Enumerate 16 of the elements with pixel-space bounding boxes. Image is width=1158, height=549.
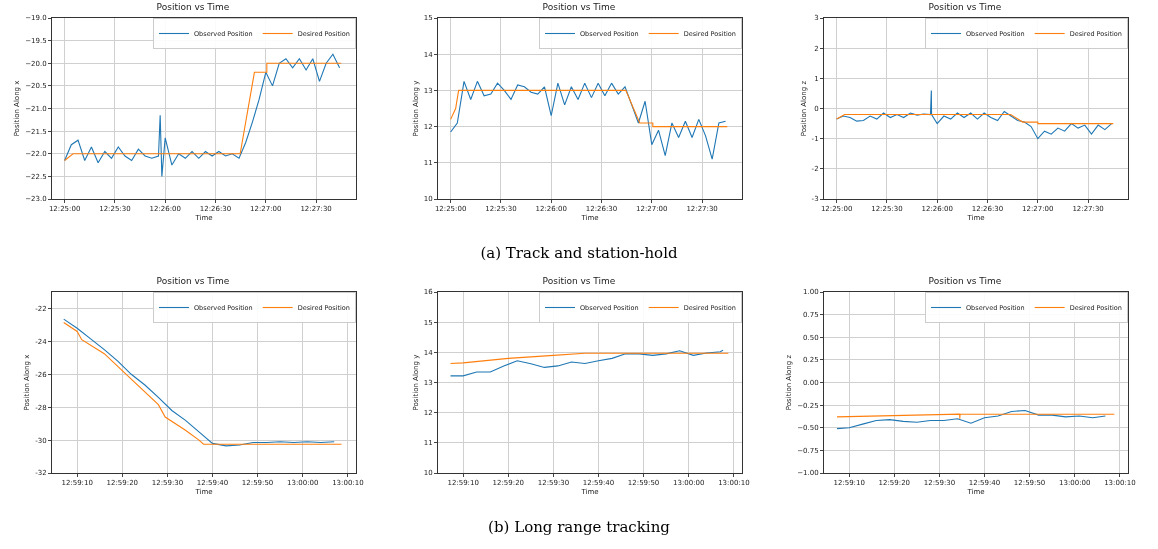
- line-series: [836, 113, 1114, 125]
- line-series: [449, 352, 729, 365]
- text: (a) Track and station-hold: [480, 244, 678, 262]
- line-series: [449, 349, 724, 377]
- line-series: [450, 89, 728, 128]
- line-series: [836, 410, 1106, 430]
- chart-title: Position vs Time: [928, 275, 1002, 286]
- line-series: [64, 62, 342, 162]
- chart-title: Position vs Time: [156, 275, 230, 286]
- line-series: [64, 53, 341, 177]
- chart-title: Position vs Time: [156, 1, 230, 12]
- text: (b) Long range tracking: [488, 518, 670, 536]
- chart-title: Position vs Time: [928, 1, 1002, 12]
- chart-title: Position vs Time: [542, 275, 616, 286]
- chart-title: Position vs Time: [542, 1, 616, 12]
- line-series: [450, 80, 727, 160]
